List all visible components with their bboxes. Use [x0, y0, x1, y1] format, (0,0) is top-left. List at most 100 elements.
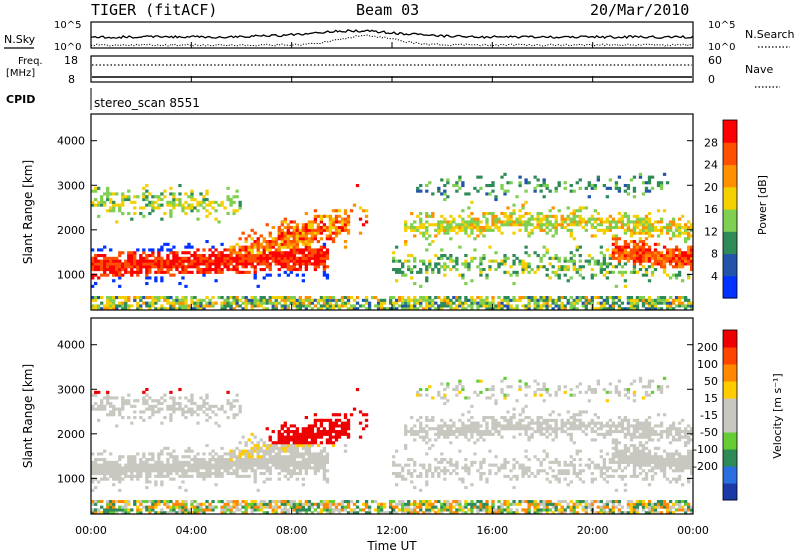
velocity-cell: [244, 500, 248, 504]
power-cell: [629, 248, 634, 252]
power-cell: [319, 307, 324, 311]
velocity-cell: [355, 505, 360, 509]
power-cell: [566, 268, 570, 272]
power-cell: [590, 276, 594, 280]
velocity-cell: [328, 430, 333, 434]
velocity-cell: [476, 430, 480, 434]
velocity-cell: [440, 432, 444, 436]
power-cell: [319, 228, 324, 232]
power-cell: [283, 231, 287, 235]
power-cell: [214, 262, 218, 266]
power-cell: [265, 262, 269, 266]
velocity-cell: [298, 469, 302, 473]
velocity-cell: [199, 505, 203, 509]
velocity-cell: [265, 463, 269, 467]
power-cell: [581, 217, 585, 221]
power-cell: [307, 248, 312, 252]
power-cell: [178, 307, 182, 311]
power-cell: [605, 301, 610, 305]
power-cell: [106, 256, 110, 260]
power-cell: [671, 223, 676, 227]
colorbar-swatch: [723, 120, 737, 143]
power-cell: [337, 304, 342, 308]
velocity-cell: [449, 505, 453, 509]
power-cell: [608, 223, 613, 227]
velocity-cell: [431, 418, 435, 422]
velocity-cell: [283, 441, 287, 445]
power-cell: [626, 245, 631, 249]
power-cell: [226, 186, 230, 190]
power-cell: [614, 265, 619, 269]
power-cell: [539, 304, 543, 308]
power-cell: [548, 209, 552, 213]
velocity-cell: [446, 382, 450, 386]
velocity-cell: [229, 460, 233, 464]
power-cell: [623, 245, 628, 249]
velocity-cell: [545, 427, 549, 431]
power-cell: [232, 251, 236, 255]
velocity-cell: [536, 508, 540, 512]
power-cell: [545, 226, 549, 230]
power-cell: [301, 304, 306, 308]
velocity-cell: [232, 452, 236, 456]
power-cell: [656, 220, 661, 224]
power-cell: [545, 273, 549, 277]
power-cell: [268, 231, 272, 235]
power-cell: [97, 265, 101, 269]
velocity-cell: [310, 502, 315, 506]
power-cell: [635, 220, 640, 224]
velocity-cell: [109, 472, 113, 476]
power-cell: [557, 268, 561, 272]
velocity-cell: [295, 432, 299, 436]
power-cell: [310, 223, 315, 227]
velocity-cell: [518, 424, 522, 428]
velocity-cell: [229, 402, 233, 406]
velocity-cell: [560, 500, 564, 504]
velocity-cell: [115, 407, 119, 411]
velocity-cell: [235, 466, 239, 470]
velocity-cell: [497, 500, 501, 504]
velocity-cell: [557, 427, 561, 431]
power-cell: [313, 217, 318, 221]
velocity-cell: [530, 432, 534, 436]
power-cell: [376, 298, 381, 302]
power-cell: [473, 226, 477, 230]
velocity-cell: [151, 452, 155, 456]
velocity-cell: [509, 477, 513, 481]
velocity-cell: [458, 418, 462, 422]
power-cell: [112, 265, 116, 269]
power-cell: [292, 254, 296, 258]
power-cell: [100, 259, 104, 263]
velocity-cell: [169, 463, 173, 467]
power-cell: [473, 186, 477, 190]
velocity-cell: [301, 435, 306, 439]
velocity-cell: [172, 460, 176, 464]
velocity-cell: [361, 508, 366, 512]
power-cell: [548, 304, 552, 308]
velocity-cell: [346, 418, 351, 422]
power-cell: [127, 189, 131, 193]
power-cell: [208, 270, 212, 274]
power-cell: [175, 262, 179, 266]
velocity-cell: [232, 460, 236, 464]
power-cell: [653, 298, 658, 302]
power-cell: [181, 209, 185, 213]
velocity-cell: [277, 449, 281, 453]
velocity-cell: [103, 466, 107, 470]
power-cell: [518, 228, 522, 232]
power-cell: [298, 228, 302, 232]
power-cell: [494, 251, 498, 255]
power-cell: [611, 234, 616, 238]
power-cell: [674, 228, 679, 232]
power-cell: [331, 298, 336, 302]
power-cell: [211, 245, 215, 249]
velocity-cell: [244, 455, 248, 459]
velocity-cell: [401, 500, 405, 504]
power-cell: [220, 251, 224, 255]
power-cell: [572, 209, 576, 213]
velocity-cell: [313, 460, 318, 464]
velocity-cell: [385, 511, 390, 515]
velocity-cell: [280, 463, 284, 467]
power-cell: [647, 223, 652, 227]
velocity-cell: [166, 407, 170, 411]
